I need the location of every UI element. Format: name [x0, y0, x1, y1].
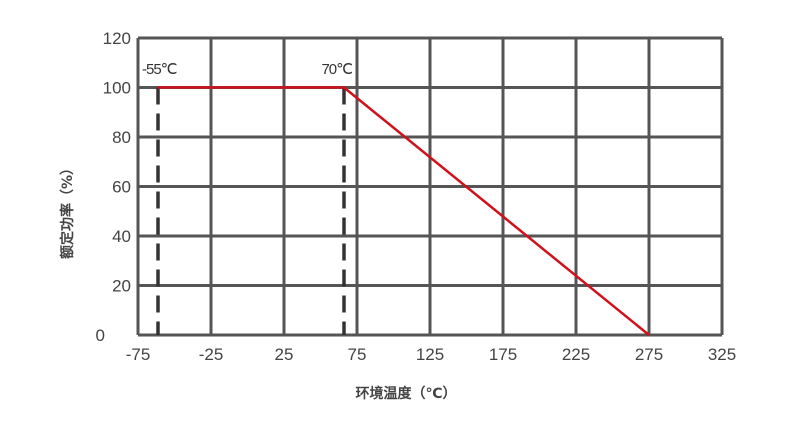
x-tick-label: 325	[708, 345, 736, 364]
x-axis-label: 环境温度（℃）	[356, 385, 457, 402]
x-tick-label: 175	[489, 345, 517, 364]
temperature-annotation: -55℃	[142, 61, 177, 78]
y-tick-label: 120	[103, 29, 131, 48]
x-tick-label: -25	[199, 345, 224, 364]
y-tick-label: 80	[112, 128, 131, 147]
y-tick-label: 60	[112, 178, 131, 197]
y-axis-label: 额定功率（%）	[59, 161, 76, 259]
y-axis-ticks: 0 20 40 60 80 100 120	[96, 29, 131, 345]
x-tick-label: -75	[126, 345, 151, 364]
y-tick-label: 40	[112, 227, 131, 246]
derating-curve	[158, 86, 650, 336]
y-tick-label: 20	[112, 277, 131, 296]
x-tick-label: 25	[275, 345, 294, 364]
temperature-annotation: 70℃	[321, 61, 352, 78]
x-tick-label: 225	[562, 345, 590, 364]
y-tick-label: 0	[96, 326, 105, 345]
x-tick-label: 125	[416, 345, 444, 364]
x-axis-ticks: -75 -25 25 75 125 175 225 275 325	[126, 345, 736, 364]
data-series	[158, 86, 650, 336]
x-tick-label: 275	[635, 345, 663, 364]
x-tick-label: 75	[348, 345, 367, 364]
y-tick-label: 100	[103, 79, 131, 98]
grid-lines	[136, 36, 724, 337]
reference-dashed-lines	[156, 87, 346, 335]
annotations: -55℃ 70℃	[142, 61, 353, 78]
